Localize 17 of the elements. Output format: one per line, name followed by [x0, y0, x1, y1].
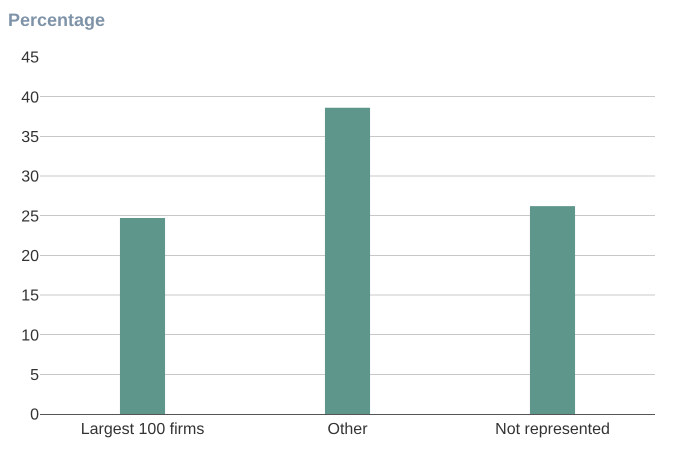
x-tick-label: Other [327, 421, 368, 438]
x-tick-label: Largest 100 firms [80, 421, 204, 438]
x-tick-label: Not represented [495, 421, 610, 438]
y-tick-label: 20 [21, 248, 40, 265]
bar [120, 218, 166, 414]
y-tick-label: 45 [21, 50, 40, 67]
y-tick-label: 35 [21, 128, 40, 146]
y-tick-label: 25 [21, 208, 40, 226]
bar [324, 108, 370, 414]
y-axis-title: Percentage [8, 10, 106, 30]
y-tick-label: 0 [30, 406, 40, 424]
y-tick-label: 5 [30, 366, 40, 384]
y-tick-label: 40 [21, 89, 40, 106]
bar [530, 206, 576, 414]
y-tick-label: 30 [21, 168, 40, 186]
y-tick-label: 15 [21, 288, 40, 305]
y-tick-label: 10 [21, 327, 40, 344]
